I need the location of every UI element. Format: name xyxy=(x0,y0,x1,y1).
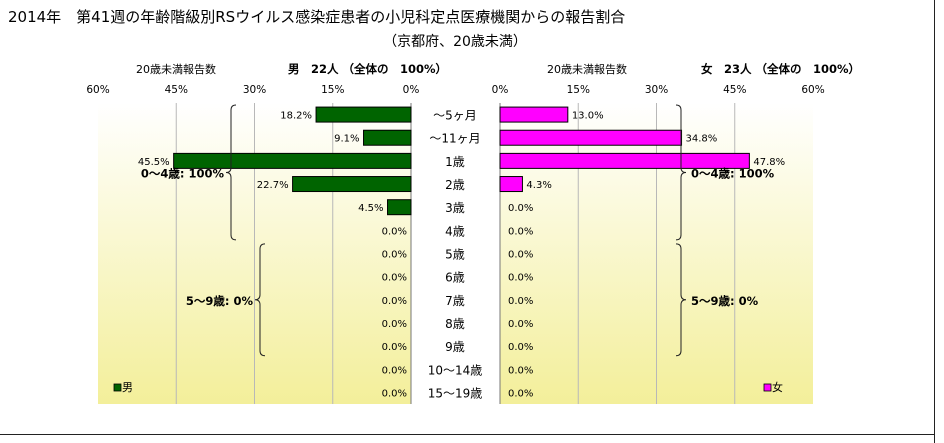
bar-female xyxy=(500,177,522,192)
frame-right-edge xyxy=(934,0,935,443)
axis-label-female: 20歳未満報告数 xyxy=(547,63,627,76)
tick-label-right: 45% xyxy=(723,84,746,96)
tick-label-left: 15% xyxy=(321,84,344,96)
group-label-male: 5～9歳: 0% xyxy=(186,294,254,308)
category-label: 8歳 xyxy=(445,317,465,331)
value-label-male: 0.0% xyxy=(382,296,407,307)
value-label-male: 0.0% xyxy=(382,365,407,376)
group-label-male: 0～4歳: 100% xyxy=(141,166,225,180)
category-label: 15～19歳 xyxy=(428,386,483,400)
tick-label-right: 0% xyxy=(492,84,509,96)
chart-title: 2014年 第41週の年齢階級別RSウイルス感染症患者の小児科定点医療機関からの… xyxy=(8,8,625,26)
value-label-female: 0.0% xyxy=(508,296,533,307)
tick-label-left: 0% xyxy=(403,84,420,96)
value-label-male: 0.0% xyxy=(382,273,407,284)
bar-female xyxy=(500,130,682,145)
category-label: 6歳 xyxy=(445,271,465,285)
category-label: 1歳 xyxy=(445,155,465,169)
bar-male xyxy=(364,130,411,145)
tick-label-left: 30% xyxy=(243,84,266,96)
tick-label-right: 60% xyxy=(801,84,824,96)
value-label-female: 0.0% xyxy=(508,250,533,261)
value-label-male: 9.1% xyxy=(334,134,359,145)
value-label-male: 4.5% xyxy=(358,203,383,214)
tick-label-left: 60% xyxy=(86,84,109,96)
value-label-female: 4.3% xyxy=(526,180,551,191)
tick-label-right: 30% xyxy=(645,84,668,96)
value-label-male: 0.0% xyxy=(382,226,407,237)
value-label-female: 34.8% xyxy=(686,134,718,145)
category-label: 10～14歳 xyxy=(428,363,483,377)
value-label-female: 0.0% xyxy=(508,388,533,399)
category-label: ～5ヶ月 xyxy=(433,109,477,123)
category-label: ～11ヶ月 xyxy=(429,132,480,146)
group-label-female: 0～4歳: 100% xyxy=(691,166,775,180)
legend-swatch-male xyxy=(114,384,121,391)
value-label-female: 13.0% xyxy=(572,111,604,122)
category-label: 5歳 xyxy=(445,248,465,262)
category-label: 9歳 xyxy=(445,340,465,354)
category-label: 3歳 xyxy=(445,201,465,215)
header-male: 男 22人 （全体の 100%） xyxy=(288,62,447,76)
value-label-male: 0.0% xyxy=(382,388,407,399)
legend-label-male: 男 xyxy=(122,381,133,394)
value-label-male: 22.7% xyxy=(257,180,289,191)
axis-label-male: 20歳未満報告数 xyxy=(136,63,216,76)
legend-swatch-female xyxy=(764,384,771,391)
value-label-male: 18.2% xyxy=(280,111,312,122)
value-label-female: 0.0% xyxy=(508,273,533,284)
bar-male xyxy=(316,107,411,122)
value-label-female: 0.0% xyxy=(508,342,533,353)
value-label-male: 0.0% xyxy=(382,250,407,261)
frame-bottom-edge xyxy=(0,434,935,435)
category-label: 4歳 xyxy=(445,224,465,238)
legend-label-female: 女 xyxy=(772,380,783,394)
tick-label-left: 45% xyxy=(165,84,188,96)
bar-male xyxy=(388,200,411,215)
value-label-female: 0.0% xyxy=(508,203,533,214)
group-label-female: 5～9歳: 0% xyxy=(691,294,759,308)
value-label-male: 0.0% xyxy=(382,319,407,330)
header-female: 女 23人 （全体の 100%） xyxy=(701,62,860,76)
category-label: 7歳 xyxy=(445,294,465,308)
value-label-female: 0.0% xyxy=(508,226,533,237)
chart-subtitle: （京都府、20歳未満） xyxy=(383,34,527,50)
tick-label-right: 15% xyxy=(567,84,590,96)
bar-male xyxy=(293,177,411,192)
category-label: 2歳 xyxy=(445,178,465,192)
value-label-female: 0.0% xyxy=(508,319,533,330)
value-label-female: 0.0% xyxy=(508,365,533,376)
value-label-male: 0.0% xyxy=(382,342,407,353)
bar-female xyxy=(500,107,568,122)
